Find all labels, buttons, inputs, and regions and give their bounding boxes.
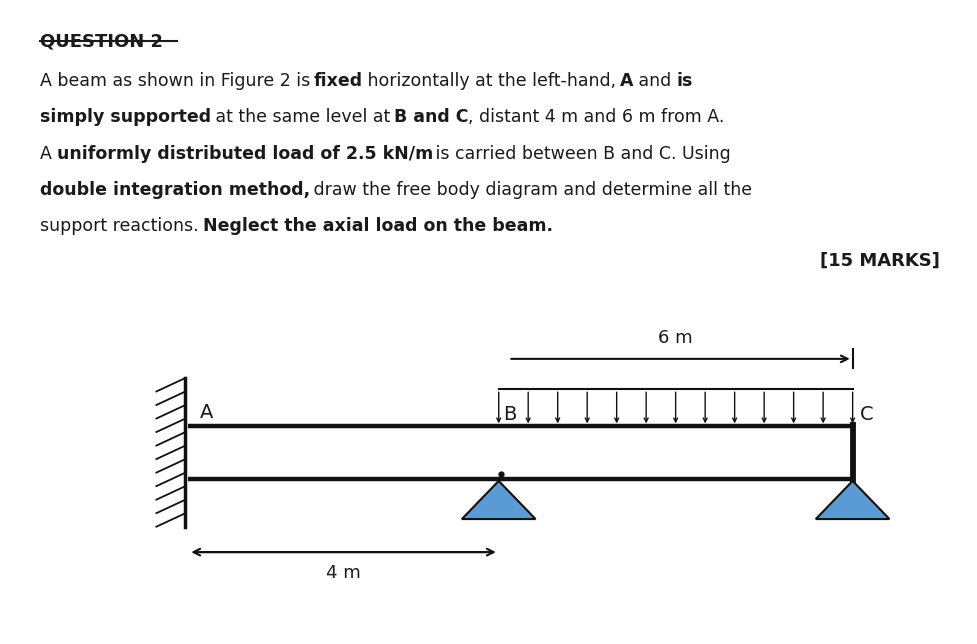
Text: Neglect the axial load on the beam.: Neglect the axial load on the beam. — [202, 217, 552, 235]
Polygon shape — [815, 481, 888, 519]
Text: A: A — [40, 145, 58, 163]
Text: A: A — [200, 403, 213, 422]
Polygon shape — [461, 481, 535, 519]
Text: and: and — [632, 72, 676, 90]
Text: A: A — [619, 72, 632, 90]
Text: C: C — [859, 404, 872, 424]
Text: is carried between B and C. Using: is carried between B and C. Using — [430, 145, 731, 163]
Text: [15 MARKS]: [15 MARKS] — [819, 252, 939, 270]
Text: is: is — [676, 72, 692, 90]
Text: , distant 4 m and 6 m from A.: , distant 4 m and 6 m from A. — [467, 108, 723, 126]
Text: draw the free body diagram and determine all the: draw the free body diagram and determine… — [308, 181, 751, 199]
Text: double integration method,: double integration method, — [40, 181, 310, 199]
Text: QUESTION 2: QUESTION 2 — [40, 33, 163, 51]
Text: at the same level at: at the same level at — [209, 108, 395, 126]
Text: support reactions.: support reactions. — [40, 217, 204, 235]
Text: B and C: B and C — [394, 108, 468, 126]
Text: B: B — [503, 404, 517, 424]
Text: horizontally at the left-hand,: horizontally at the left-hand, — [361, 72, 621, 90]
Text: simply supported: simply supported — [40, 108, 211, 126]
Text: A beam as shown in Figure 2 is: A beam as shown in Figure 2 is — [40, 72, 316, 90]
Text: 6 m: 6 m — [658, 330, 693, 347]
Text: 4 m: 4 m — [326, 564, 361, 582]
Text: fixed: fixed — [313, 72, 362, 90]
Text: uniformly distributed load of 2.5 kN/m: uniformly distributed load of 2.5 kN/m — [58, 145, 433, 163]
